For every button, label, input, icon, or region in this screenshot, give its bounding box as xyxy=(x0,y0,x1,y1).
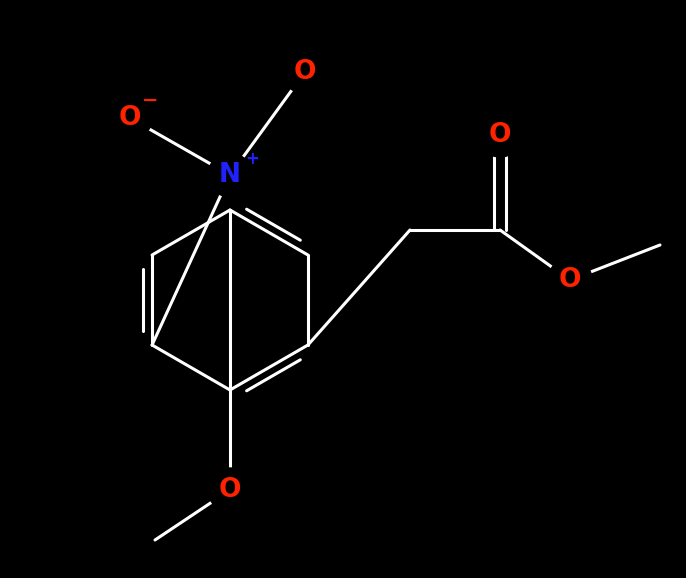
Text: O: O xyxy=(559,267,581,293)
Circle shape xyxy=(478,113,522,157)
Circle shape xyxy=(283,50,327,94)
Text: O: O xyxy=(294,59,316,85)
Text: N: N xyxy=(219,162,241,188)
Text: O: O xyxy=(219,477,241,503)
Circle shape xyxy=(548,258,592,302)
Text: O: O xyxy=(488,122,511,148)
Circle shape xyxy=(208,468,252,512)
Text: O: O xyxy=(119,105,141,131)
Text: +: + xyxy=(245,150,259,168)
Text: −: − xyxy=(142,91,158,109)
Circle shape xyxy=(208,153,252,197)
Circle shape xyxy=(108,96,152,140)
